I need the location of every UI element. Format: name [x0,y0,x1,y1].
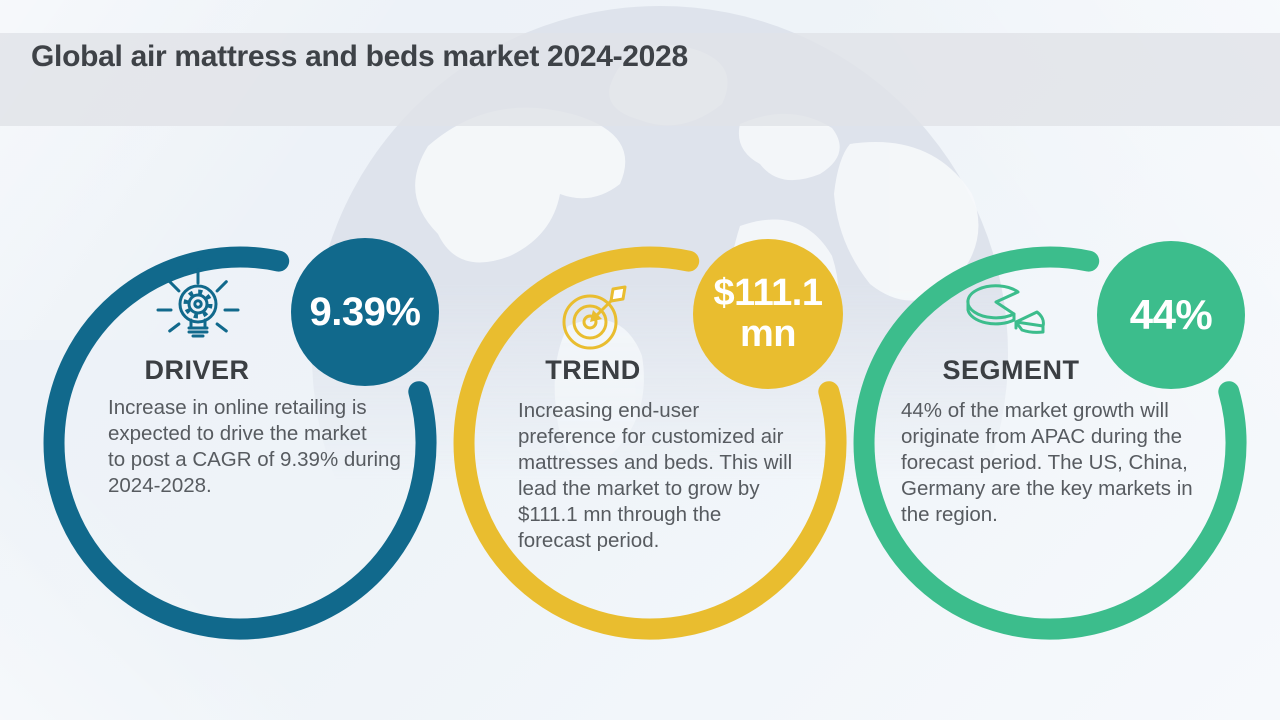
card-segment-body: 44% of the market growth will originate … [901,399,1193,526]
header-band [0,33,1280,126]
card-driver-badge-value: 9.39% [309,289,421,334]
card-driver-body: Increase in online retailing is expected… [108,396,401,497]
card-trend-label: TREND [545,355,641,385]
segment-ring [853,246,1247,640]
card-trend-body: Increasing end-user preference for custo… [518,399,793,552]
lightbulb-gear-icon [150,262,246,358]
card-driver-label: DRIVER [144,355,250,385]
pie-chart-icon [958,276,1046,348]
trend-ring [453,246,847,640]
segment-badge-circle [1097,241,1245,389]
driver-ring [43,246,437,640]
card-segment-badge-value: 44% [1129,291,1213,338]
card-segment-label: SEGMENT [942,355,1080,385]
driver-badge-circle [291,238,439,386]
trend-badge-circle [693,239,843,389]
page-title: Global air mattress and beds market 2024… [31,40,688,73]
card-trend-badge-value: $111.1 mn [713,272,823,355]
target-arrow-icon [554,280,630,360]
